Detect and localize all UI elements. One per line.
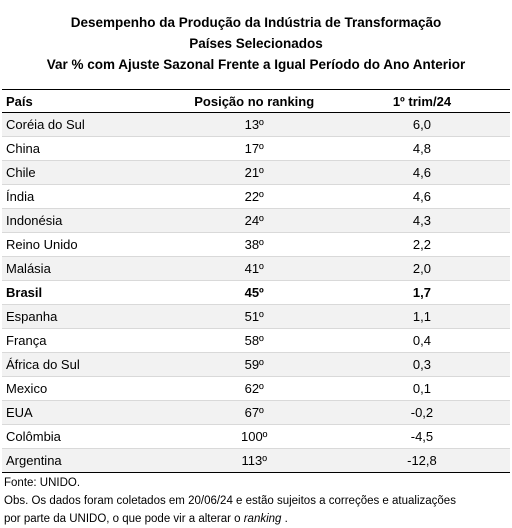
cell-value: 4,3 (412, 213, 431, 228)
note-emphasis: ranking (243, 513, 282, 525)
cell-position: 13º (244, 117, 264, 132)
header-value: 1º trim/24 (333, 89, 510, 113)
title-line-2: Países Selecionados (189, 36, 323, 51)
cell-country: Argentina (6, 453, 62, 468)
table-row: África do Sul 59º 0,3 (2, 352, 510, 377)
cell-position: 67º (244, 405, 264, 420)
cell-value: -12,8 (407, 453, 437, 468)
cell-country: França (6, 333, 47, 348)
table-row: Coréia do Sul 13º 6,0 (2, 112, 510, 137)
cell-country: China (6, 141, 40, 156)
cell-position: 24º (244, 213, 264, 228)
cell-position: 41º (244, 261, 264, 276)
cell-country: Brasil (6, 285, 43, 300)
cell-value: 0,4 (412, 333, 431, 348)
cell-value: 0,1 (412, 381, 431, 396)
cell-value: 2,2 (412, 237, 431, 252)
cell-value: -4,5 (410, 429, 434, 444)
table-row: Malásia 41º 2,0 (2, 256, 510, 281)
cell-value: 4,6 (412, 189, 431, 204)
cell-country: Malásia (6, 261, 51, 276)
cell-country: África do Sul (6, 357, 80, 372)
cell-country: Colômbia (6, 429, 61, 444)
table-row: China 17º 4,8 (2, 137, 510, 161)
cell-position: 21º (244, 165, 264, 180)
note-text-end: . (281, 513, 288, 525)
cell-country: Reino Unido (6, 237, 78, 252)
cell-value: 1,7 (412, 285, 431, 300)
cell-country: Mexico (6, 381, 48, 396)
cell-value: -0,2 (410, 405, 434, 420)
table-title: Desempenho da Produção da Indústria de T… (0, 12, 512, 75)
observation-note-line-2: por parte da UNIDO, o que pode vir a alt… (4, 510, 510, 528)
cell-position: 58º (244, 333, 264, 348)
table-body: Coréia do Sul 13º 6,0 China 17º 4,8 Chil… (2, 112, 510, 473)
source-note: Fonte: UNIDO. (4, 477, 81, 489)
cell-value: 2,0 (412, 261, 431, 276)
header-position: Posição no ranking (174, 89, 334, 113)
table-row: Chile 21º 4,6 (2, 160, 510, 185)
cell-position: 59º (244, 357, 264, 372)
cell-position: 51º (244, 309, 264, 324)
cell-value: 1,1 (412, 309, 431, 324)
cell-position: 45º (244, 285, 264, 300)
cell-position: 62º (244, 381, 264, 396)
table-row: Reino Unido 38º 2,2 (2, 233, 510, 257)
cell-country: Índia (6, 189, 35, 204)
header-country: País (2, 89, 175, 113)
cell-position: 38º (244, 237, 264, 252)
table-row: Índia 22º 4,6 (2, 185, 510, 209)
table-row: Espanha 51º 1,1 (2, 304, 510, 329)
table-row: EUA 67º -0,2 (2, 400, 510, 425)
cell-country: Indonésia (6, 213, 63, 228)
table-row: Indonésia 24º 4,3 (2, 208, 510, 233)
ranking-table: País Posição no ranking 1º trim/24 Coréi… (2, 89, 510, 473)
table-row: Mexico 62º 0,1 (2, 377, 510, 401)
table-row: Colômbia 100º -4,5 (2, 425, 510, 449)
title-line-1: Desempenho da Produção da Indústria de T… (70, 15, 442, 30)
cell-position: 17º (244, 141, 264, 156)
table-row: França 58º 0,4 (2, 329, 510, 353)
cell-value: 6,0 (412, 117, 431, 132)
cell-value: 4,6 (412, 165, 431, 180)
table-row-highlight: Brasil 45º 1,7 (2, 281, 510, 305)
cell-value: 0,3 (412, 357, 431, 372)
cell-position: 113º (241, 453, 267, 468)
note-text: por parte da UNIDO, o que pode vir a alt… (4, 513, 244, 525)
cell-country: Espanha (6, 309, 58, 324)
table-row: Argentina 113º -12,8 (2, 448, 510, 473)
table-footer: Fonte: UNIDO. Obs. Os dados foram coleta… (4, 474, 510, 528)
cell-country: EUA (6, 405, 33, 420)
cell-position: 22º (244, 189, 264, 204)
cell-value: 4,8 (412, 141, 431, 156)
table-header-row: País Posição no ranking 1º trim/24 (2, 89, 510, 113)
title-line-3: Var % com Ajuste Sazonal Frente a Igual … (46, 57, 466, 72)
cell-country: Coréia do Sul (6, 117, 85, 132)
cell-country: Chile (6, 165, 36, 180)
cell-position: 100º (240, 429, 268, 444)
observation-note-line-1: Obs. Os dados foram coletados em 20/06/2… (4, 495, 456, 507)
